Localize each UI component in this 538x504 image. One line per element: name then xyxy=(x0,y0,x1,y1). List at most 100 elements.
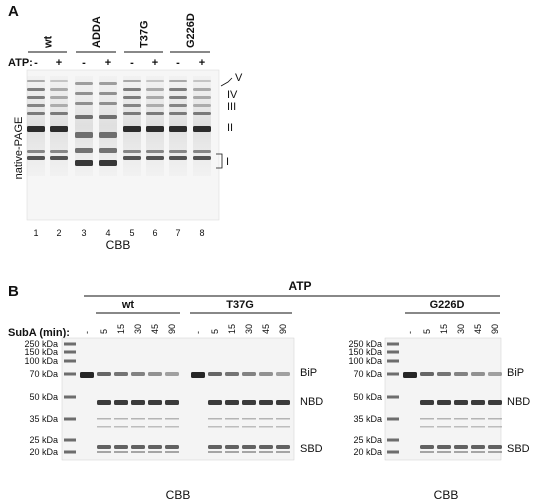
subA-lane xyxy=(276,372,290,453)
bip-band xyxy=(259,372,273,376)
native-band xyxy=(193,126,211,132)
native-band xyxy=(99,115,117,119)
subA-lane xyxy=(114,372,128,453)
nbd-band xyxy=(276,400,290,405)
subA-lane xyxy=(80,372,94,378)
native-gel-lanes xyxy=(27,76,211,176)
marker-label: 250 kDa xyxy=(24,339,58,349)
nbd-label-right: NBD xyxy=(507,396,530,408)
lane-number: 8 xyxy=(199,228,204,238)
suba-time: 45 xyxy=(150,324,160,334)
lane-number: 5 xyxy=(129,228,134,238)
marker-label: 250 kDa xyxy=(348,339,382,349)
native-band xyxy=(99,132,117,138)
suba-time: 5 xyxy=(210,329,220,334)
bip-band xyxy=(208,372,222,376)
native-band xyxy=(193,80,211,82)
native-band xyxy=(123,126,141,132)
lane-number: 6 xyxy=(152,228,157,238)
suba-time: - xyxy=(405,331,415,334)
marker-band xyxy=(387,350,399,354)
bip-band xyxy=(488,372,502,376)
native-band xyxy=(50,80,68,82)
sbd-band xyxy=(259,445,273,449)
subA-lane xyxy=(191,372,205,378)
bip-band xyxy=(131,372,145,376)
bip-band xyxy=(165,372,179,376)
panel-a-group-labels: wt ADDA T37G G226D xyxy=(43,13,198,49)
native-band xyxy=(193,112,211,115)
marker-band xyxy=(387,417,399,421)
marker-band xyxy=(64,417,76,421)
suba-time: 45 xyxy=(473,324,483,334)
native-band xyxy=(146,150,164,153)
suba-time: 30 xyxy=(456,324,466,334)
sbd-band xyxy=(131,445,145,449)
sbd-band xyxy=(454,445,468,449)
native-band xyxy=(99,82,117,85)
sbd-band xyxy=(148,445,162,449)
native-band xyxy=(27,156,45,160)
nbd-band xyxy=(259,400,273,405)
atp-header: ATP xyxy=(288,279,311,293)
native-band xyxy=(27,150,45,153)
sbd-band xyxy=(437,445,451,449)
marker-label: 150 kDa xyxy=(24,347,58,357)
sbd-label-right: SBD xyxy=(507,443,530,455)
group-label-adda: ADDA xyxy=(91,16,103,48)
bip-label-left: BiP xyxy=(300,367,317,379)
native-band xyxy=(146,96,164,99)
lane-number: 7 xyxy=(175,228,180,238)
native-band xyxy=(169,104,187,107)
bip-band xyxy=(97,372,111,376)
suba-time: 45 xyxy=(261,324,271,334)
bip-band xyxy=(114,372,128,376)
native-band xyxy=(75,148,93,153)
native-band xyxy=(99,92,117,95)
native-band xyxy=(27,96,45,99)
native-lane xyxy=(99,76,117,176)
nbd-band xyxy=(97,400,111,405)
lane-number: 3 xyxy=(81,228,86,238)
lane-numbers: 1 2 3 4 5 6 7 8 xyxy=(33,228,204,238)
native-lane xyxy=(123,76,141,176)
subA-lane xyxy=(165,372,179,453)
marker-label: 20 kDa xyxy=(29,447,58,457)
atp-sign: + xyxy=(105,57,111,69)
bip-label-right: BiP xyxy=(507,367,524,379)
marker-band xyxy=(387,395,399,399)
native-band xyxy=(75,82,93,85)
native-band xyxy=(193,96,211,99)
marker-band xyxy=(387,359,399,363)
bip-band xyxy=(80,372,94,378)
native-band xyxy=(27,112,45,115)
native-band xyxy=(169,96,187,99)
marker-band xyxy=(64,450,76,454)
native-band xyxy=(99,160,117,166)
native-band xyxy=(50,88,68,91)
subA-lane xyxy=(471,372,485,453)
subA-lane xyxy=(420,372,434,453)
native-band xyxy=(123,104,141,107)
subA-lane xyxy=(148,372,162,453)
marker-label: 70 kDa xyxy=(353,369,382,379)
bip-band xyxy=(242,372,256,376)
native-lane xyxy=(27,76,45,176)
marker-label: 35 kDa xyxy=(353,414,382,424)
suba-time: 5 xyxy=(422,329,432,334)
native-lane xyxy=(169,76,187,176)
marker-band xyxy=(387,438,399,442)
sbd-band xyxy=(242,445,256,449)
subA-gel-left xyxy=(61,337,295,461)
sbd-band xyxy=(97,445,111,449)
suba-time: - xyxy=(193,331,203,334)
suba-time: 5 xyxy=(99,329,109,334)
suba-time: 90 xyxy=(278,324,288,334)
bip-band xyxy=(471,372,485,376)
nbd-band xyxy=(454,400,468,405)
native-band xyxy=(146,104,164,107)
native-band xyxy=(50,150,68,153)
native-band xyxy=(50,104,68,107)
native-band xyxy=(193,88,211,91)
